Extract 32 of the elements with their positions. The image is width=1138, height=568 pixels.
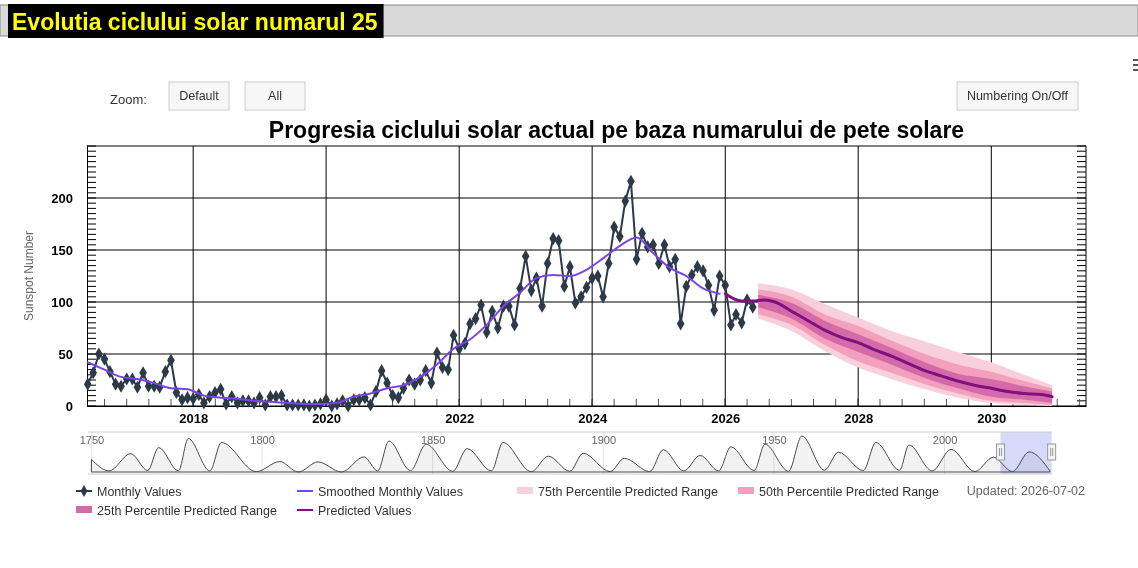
x-tick-label: 1950 xyxy=(762,434,787,446)
legend-label: 50th Percentile Predicted Range xyxy=(759,484,940,499)
legend-label: Predicted Values xyxy=(318,503,412,518)
y-tick-label: 0 xyxy=(65,398,73,414)
chart-title: Evolutia ciclului solar numarul 25 xyxy=(12,9,378,35)
x-tick-label: 2000 xyxy=(932,434,958,446)
y-tick-label: 100 xyxy=(51,294,73,310)
y-tick-label: 150 xyxy=(51,242,73,258)
zoom-button: All xyxy=(244,81,306,111)
text: Updated: 2026-07-02 xyxy=(966,484,1086,498)
text: Zoom: xyxy=(110,92,147,107)
zoom-button: Numbering On/Off xyxy=(956,81,1079,111)
legend-label: 25th Percentile Predicted Range xyxy=(97,503,278,518)
y-axis-title: Sunspot Number xyxy=(22,230,36,322)
legend-label: Monthly Values xyxy=(97,484,182,499)
legend-label: Smoothed Monthly Values xyxy=(318,484,463,499)
zoom-button: Default xyxy=(168,81,230,111)
x-tick-label: 2020 xyxy=(312,411,342,427)
x-tick-label: 1900 xyxy=(591,434,617,446)
x-tick-label: 2024 xyxy=(578,411,608,427)
x-tick-label: 1800 xyxy=(250,434,275,446)
chart-subtitle: Progresia ciclului solar actual pe baza numarului de pete solare xyxy=(268,117,965,143)
x-tick-label: 2018 xyxy=(179,411,209,427)
legend-label: 75th Percentile Predicted Range xyxy=(538,484,719,499)
x-tick-label: 2022 xyxy=(445,411,475,427)
x-tick-label: 1850 xyxy=(420,434,446,446)
x-tick-label: 2030 xyxy=(977,411,1007,427)
y-tick-label: 50 xyxy=(58,346,73,362)
x-tick-label: 2028 xyxy=(844,411,874,427)
y-tick-label: 200 xyxy=(51,190,73,206)
x-tick-label: 2026 xyxy=(711,411,741,427)
x-tick-label: 1750 xyxy=(79,434,105,446)
